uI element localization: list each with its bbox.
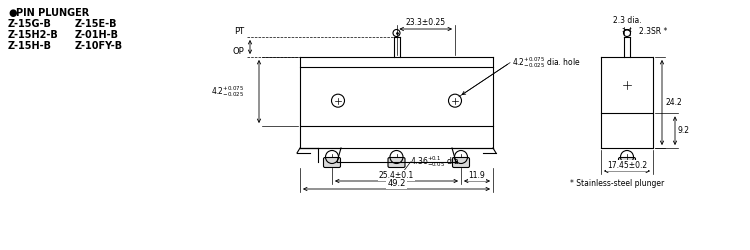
Text: Z-15H-B: Z-15H-B: [8, 41, 52, 51]
Text: 17.45±0.2: 17.45±0.2: [607, 161, 647, 170]
Text: 23.3±0.25: 23.3±0.25: [406, 18, 445, 27]
Text: Z-15H2-B: Z-15H2-B: [8, 30, 58, 40]
FancyBboxPatch shape: [452, 158, 470, 168]
Text: Z-10FY-B: Z-10FY-B: [75, 41, 123, 51]
Text: 9.2: 9.2: [678, 126, 690, 135]
FancyBboxPatch shape: [388, 158, 405, 168]
Text: 4.36$^{+0.1}_{-0.05}$ dia.: 4.36$^{+0.1}_{-0.05}$ dia.: [410, 154, 462, 170]
Text: 11.9: 11.9: [469, 171, 485, 180]
Text: 4.2$^{+0.075}_{-0.025}$: 4.2$^{+0.075}_{-0.025}$: [211, 84, 244, 99]
Text: PIN PLUNGER: PIN PLUNGER: [16, 8, 89, 18]
FancyBboxPatch shape: [619, 158, 635, 168]
Text: 24.2: 24.2: [665, 98, 682, 107]
FancyBboxPatch shape: [323, 158, 340, 168]
Text: Z-15E-B: Z-15E-B: [75, 19, 118, 29]
Text: 4.2$^{+0.075}_{-0.025}$ dia. hole: 4.2$^{+0.075}_{-0.025}$ dia. hole: [512, 55, 580, 70]
Text: 49.2: 49.2: [387, 179, 406, 188]
Text: PT: PT: [234, 27, 244, 36]
Text: 2.3 dia.: 2.3 dia.: [613, 16, 641, 25]
Text: * Stainless-steel plunger: * Stainless-steel plunger: [570, 179, 664, 188]
Text: 2.3SR *: 2.3SR *: [639, 26, 668, 36]
Text: Z-01H-B: Z-01H-B: [75, 30, 119, 40]
Text: Z-15G-B: Z-15G-B: [8, 19, 52, 29]
Text: OP: OP: [232, 47, 244, 56]
Text: ●: ●: [8, 8, 16, 18]
Text: 25.4±0.1: 25.4±0.1: [379, 171, 414, 180]
